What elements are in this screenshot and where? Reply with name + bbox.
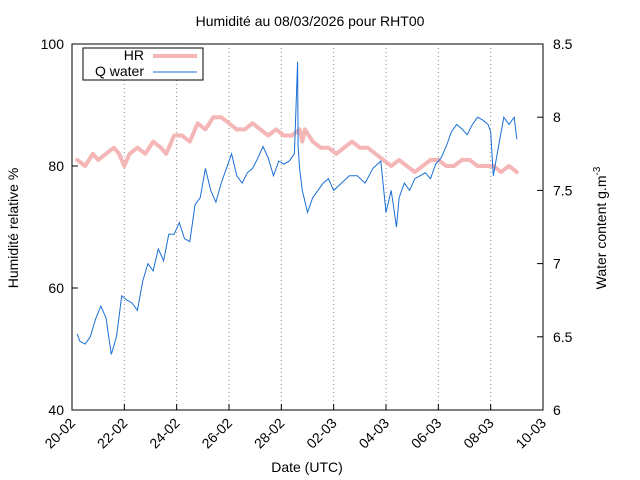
y-right-tick-label: 7.5 bbox=[553, 182, 573, 198]
y-right-tick-label: 6.5 bbox=[553, 329, 573, 345]
legend-label-q-water: Q water bbox=[95, 63, 144, 79]
y-right-tick-label: 6 bbox=[553, 402, 561, 418]
x-tick-label: 06-03 bbox=[408, 415, 445, 452]
x-tick-label: 10-03 bbox=[512, 415, 549, 452]
y-left-tick-label: 80 bbox=[48, 158, 64, 174]
y-right-tick-label: 8 bbox=[553, 109, 561, 125]
series-line-q-water bbox=[76, 61, 518, 355]
x-tick-label: 22-02 bbox=[94, 415, 131, 452]
x-tick-label: 24-02 bbox=[146, 415, 183, 452]
y-left-tick-label: 40 bbox=[48, 402, 64, 418]
y-right-tick-label: 8.5 bbox=[553, 36, 573, 52]
y-right-axis-label-exponent: -3 bbox=[592, 166, 603, 175]
legend-box bbox=[82, 47, 204, 81]
x-axis-label: Date (UTC) bbox=[271, 459, 343, 475]
x-tick-label: 26-02 bbox=[198, 415, 235, 452]
x-tick-label: 28-02 bbox=[251, 415, 288, 452]
series-line-hr bbox=[75, 115, 519, 175]
x-tick-label: 20-02 bbox=[41, 415, 78, 452]
plot-frame bbox=[71, 43, 544, 411]
x-tick-label: 04-03 bbox=[355, 415, 392, 452]
legend: HR Q water bbox=[82, 47, 204, 81]
chart-title: Humidité au 08/03/2026 pour RHT00 bbox=[196, 13, 425, 29]
y-left-axis-label: Humidité relative % bbox=[5, 168, 21, 289]
y-right-axis-ticks: 6 6.5 7 7.5 8 8.5 bbox=[537, 36, 573, 418]
x-axis-ticks: 20-02 22-02 24-02 26-02 28-02 02-03 04-03 06-03… bbox=[41, 404, 549, 451]
y-right-axis-label-text: Water content g.m bbox=[593, 176, 609, 290]
legend-label-hr: HR bbox=[124, 47, 144, 63]
y-left-tick-label: 100 bbox=[41, 36, 65, 52]
x-tick-label: 08-03 bbox=[460, 415, 497, 452]
vertical-grid bbox=[123, 44, 492, 410]
y-right-tick-label: 7 bbox=[553, 256, 561, 272]
y-right-axis-label: Water content g.m-3 bbox=[592, 166, 609, 289]
x-tick-label: 02-03 bbox=[303, 415, 340, 452]
y-left-tick-label: 60 bbox=[48, 280, 64, 296]
y-left-axis-ticks: 40 60 80 100 bbox=[41, 36, 78, 418]
